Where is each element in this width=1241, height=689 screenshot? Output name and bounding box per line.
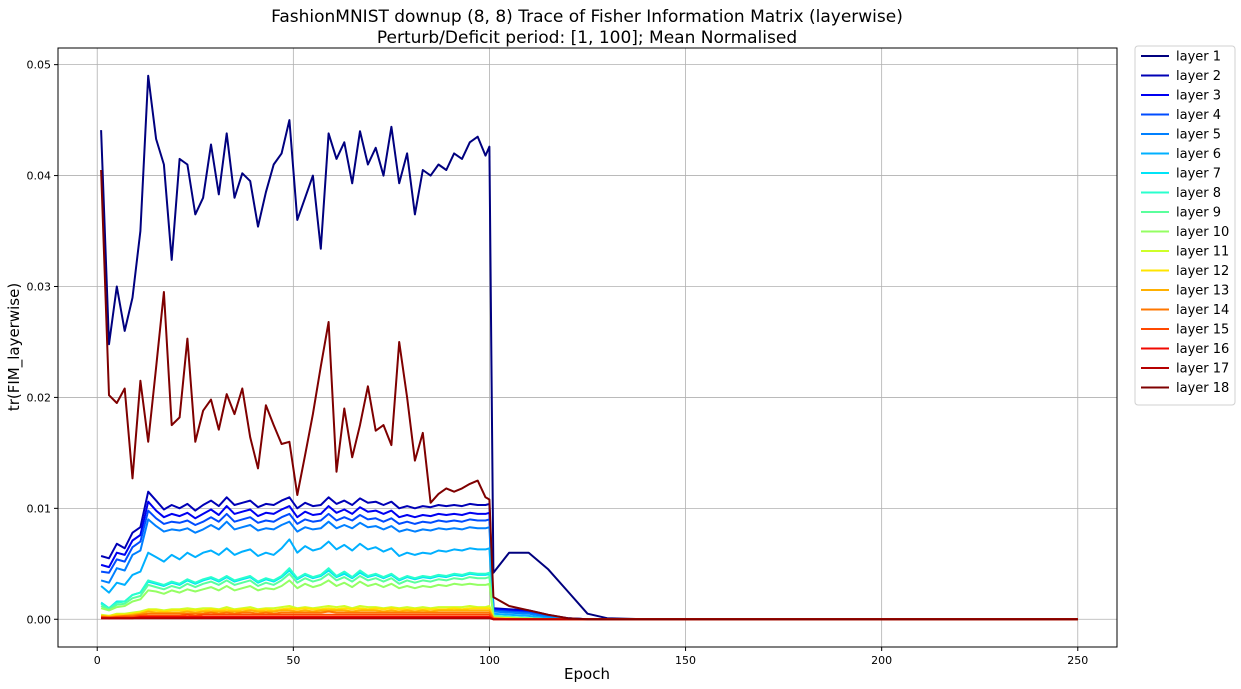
x-tick-label: 100	[479, 654, 500, 667]
y-tick-label: 0.00	[27, 613, 52, 626]
legend-label: layer 17	[1176, 362, 1229, 377]
legend-label: layer 16	[1176, 342, 1229, 357]
series-line-18	[100, 169, 1078, 621]
y-tick-label: 0.02	[27, 391, 52, 404]
x-axis-label: Epoch	[564, 665, 610, 683]
legend-label: layer 1	[1176, 50, 1221, 65]
x-tick-label: 0	[94, 654, 101, 667]
series-line-17	[101, 617, 1078, 621]
y-axis-label: tr(FIM_layerwise)	[5, 283, 24, 411]
y-tick-label: 0.03	[27, 280, 52, 293]
y-tick-label: 0.05	[27, 59, 52, 72]
legend-label: layer 15	[1176, 323, 1229, 338]
chart-title: FashionMNIST downup (8, 8) Trace of Fish…	[271, 7, 903, 27]
legend-label: layer 10	[1176, 225, 1229, 240]
legend-label: layer 18	[1176, 381, 1229, 396]
x-tick-label: 250	[1067, 654, 1088, 667]
x-tick-label: 150	[675, 654, 696, 667]
legend-label: layer 8	[1176, 186, 1221, 201]
x-tick-label: 50	[286, 654, 300, 667]
series-line-5	[100, 518, 1078, 621]
legend-label: layer 12	[1176, 264, 1229, 279]
plot-frame	[57, 47, 1118, 648]
grid-lines	[58, 48, 1117, 647]
legend-label: layer 9	[1176, 206, 1221, 221]
legend-label: layer 11	[1176, 245, 1229, 260]
y-tick-label: 0.01	[27, 502, 52, 515]
x-tick-label: 200	[871, 654, 892, 667]
legend-box	[1134, 45, 1236, 406]
legend-label: layer 7	[1176, 167, 1221, 182]
series-line-4	[100, 509, 1078, 621]
series-line-3	[100, 500, 1078, 621]
series-line-10	[100, 579, 1078, 621]
legend-label: layer 2	[1176, 69, 1221, 84]
axis-ticks: 0 50 100 150 200 250 0.00 0.01 0.02 0.03 0.04 0.05	[27, 59, 1089, 667]
legend-label: layer 5	[1176, 128, 1221, 143]
series-line-1	[100, 74, 1078, 621]
series-lines	[100, 74, 1078, 621]
y-tick-label: 0.04	[27, 170, 52, 183]
legend-label: layer 6	[1176, 147, 1221, 162]
legend-label: layer 13	[1176, 284, 1229, 299]
legend-label: layer 4	[1176, 108, 1221, 123]
legend-label: layer 14	[1176, 303, 1229, 318]
chart-subtitle: Perturb/Deficit period: [1, 100]; Mean N…	[377, 28, 797, 48]
legend: layer 1 layer 2 layer 3 layer 4 layer 5 layer…	[1134, 45, 1236, 406]
legend-label: layer 3	[1176, 89, 1221, 104]
